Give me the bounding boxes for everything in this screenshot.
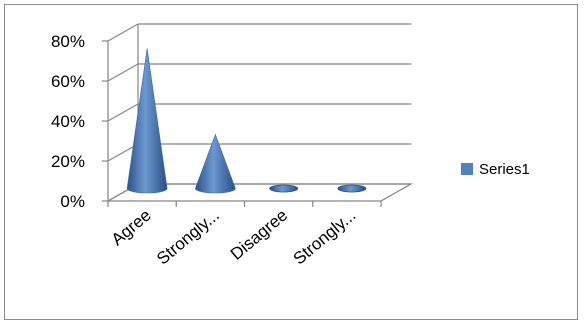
gridlines xyxy=(102,23,414,202)
y-tick-label: 20% xyxy=(51,152,85,171)
cone-3 xyxy=(337,184,367,193)
x-tick-label: Disagree xyxy=(227,206,291,264)
cone-1 xyxy=(195,133,236,194)
y-tick-label: 0% xyxy=(60,192,85,211)
legend: Series1 xyxy=(461,161,530,178)
y-axis-ticks: 0% 20% 40% 60% 80% xyxy=(51,32,85,211)
cone-2 xyxy=(269,184,299,193)
x-tick-label: Agree xyxy=(108,206,155,250)
gridline-side xyxy=(107,103,139,122)
gridline-side xyxy=(107,63,139,82)
cone-0 xyxy=(126,48,168,194)
x-tick-label: Strongly... xyxy=(153,206,223,269)
data-series-1 xyxy=(107,48,382,207)
x-tick-label: Strongly... xyxy=(290,206,360,269)
y-tick-label: 40% xyxy=(51,112,85,131)
legend-swatch-series1 xyxy=(461,163,473,175)
y-tick-label: 80% xyxy=(51,32,85,51)
chart-frame: 0% 20% 40% 60% 80% Agree Strongly... Disagree S… xyxy=(4,4,578,320)
y-tick-label: 60% xyxy=(51,72,85,91)
gridline-side xyxy=(107,23,139,42)
legend-label-series1: Series1 xyxy=(479,161,530,178)
